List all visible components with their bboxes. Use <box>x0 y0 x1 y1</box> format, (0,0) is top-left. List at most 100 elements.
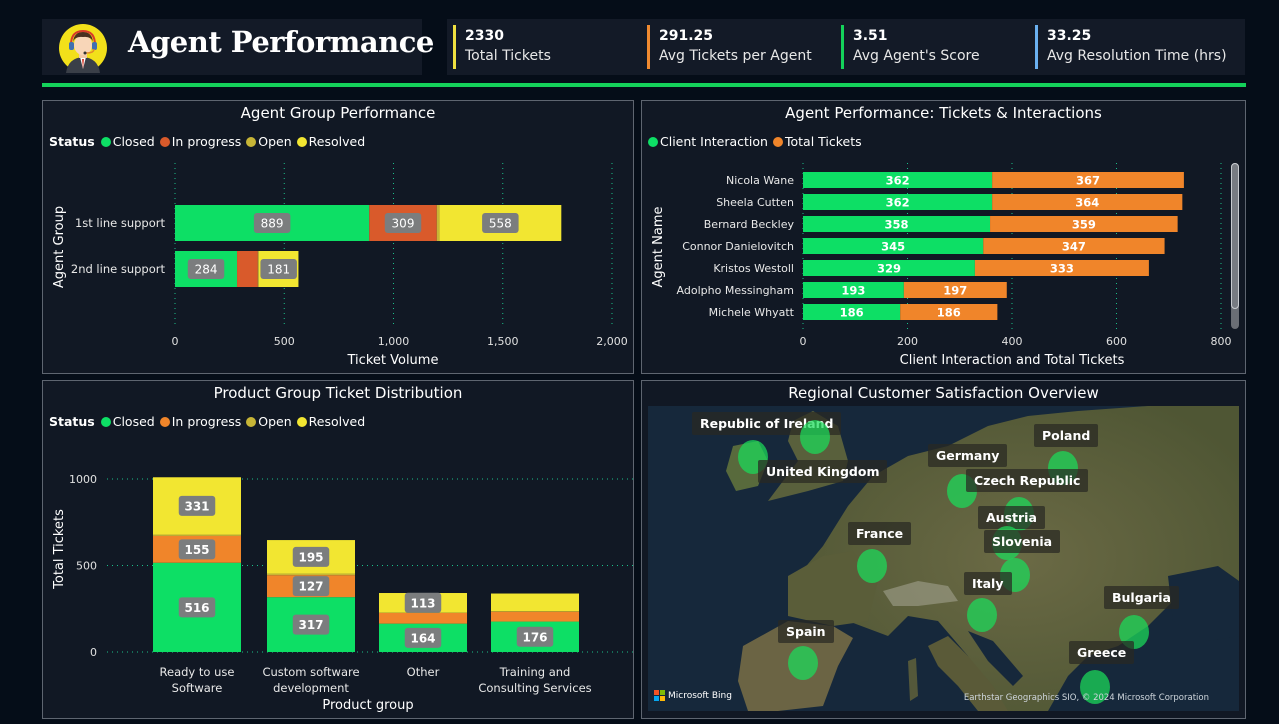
legend-dot <box>100 416 111 427</box>
data-label: 516 <box>184 601 209 615</box>
legend-dot <box>772 136 783 147</box>
data-label: 347 <box>1062 240 1086 254</box>
map-label-greece: Greece <box>1069 641 1135 664</box>
y-axis-title: Agent Group <box>52 206 67 288</box>
legend-item-total-tickets[interactable]: Total Tickets <box>772 134 862 149</box>
bar-segment-client-interaction <box>803 194 993 210</box>
data-label: 127 <box>298 580 323 594</box>
satellite-map[interactable]: Republic of Ireland United Kingdom Germa… <box>648 406 1239 711</box>
legend-label: Open <box>258 134 292 149</box>
map-label-italy: Italy <box>964 572 1012 595</box>
kpi-accent-bar <box>1035 25 1038 69</box>
map-label-spain: Spain <box>778 620 834 643</box>
data-label: 358 <box>885 218 909 232</box>
data-label-box <box>178 495 216 516</box>
x-tick-label: 1,000 <box>378 335 410 348</box>
legend-dot <box>159 136 170 147</box>
map-label-austria: Austria <box>978 506 1045 529</box>
data-label: 367 <box>1076 174 1100 188</box>
data-label: 186 <box>840 306 864 320</box>
legend-item-open[interactable]: Open <box>246 134 292 149</box>
bar-segment-client-interaction <box>803 282 904 298</box>
x-tick-label: Custom software <box>262 665 359 679</box>
kpi-label: Avg Resolution Time (hrs) <box>1047 48 1227 64</box>
x-tick-label: development <box>273 681 349 695</box>
data-label: 364 <box>1075 196 1099 210</box>
map-bubble-united-kingdom[interactable] <box>800 420 830 454</box>
x-tick-label: Training and <box>499 665 571 679</box>
scrollbar[interactable] <box>1231 163 1239 329</box>
legend-item-resolved[interactable]: Resolved <box>296 414 365 429</box>
legend-dot <box>296 136 307 147</box>
agent-tickets-panel[interactable]: Agent Performance: Tickets & Interaction… <box>641 100 1246 374</box>
x-tick-label: 400 <box>1002 335 1023 348</box>
y-tick-label: 2nd line support <box>71 262 166 276</box>
legend-item-closed[interactable]: Closed <box>100 414 155 429</box>
chart-legend: Status Closed In progress Open Resolved <box>49 414 370 429</box>
bar-segment-open <box>436 205 440 241</box>
bar-segment-client-interaction <box>803 216 991 232</box>
data-label: 317 <box>298 618 323 632</box>
x-tick-label: 0 <box>800 335 807 348</box>
bar-segment-in-progress <box>237 251 258 287</box>
x-tick-label: 200 <box>897 335 918 348</box>
legend-item-open[interactable]: Open <box>246 414 292 429</box>
map-label-slovenia: Slovenia <box>984 530 1061 553</box>
data-label: 331 <box>184 499 209 513</box>
page-title: Agent Performance <box>128 25 434 59</box>
legend-label: Closed <box>112 134 155 149</box>
legend-item-resolved[interactable]: Resolved <box>296 134 366 149</box>
chart-legend: Client Interaction Total Tickets <box>648 134 867 149</box>
map-bubble-france[interactable] <box>857 549 887 583</box>
data-label: 197 <box>943 284 967 298</box>
y-tick-label: 1000 <box>69 473 97 486</box>
x-axis-title: Client Interaction and Total Tickets <box>900 353 1125 368</box>
product-group-panel[interactable]: Product Group Ticket Distribution Status… <box>42 380 634 719</box>
map-label-czech-republic: Czech Republic <box>966 469 1089 492</box>
legend-item-client-interaction[interactable]: Client Interaction <box>648 134 768 149</box>
map-label-bulgaria: Bulgaria <box>1104 586 1179 609</box>
chart-legend: Status Closed In progress Open Resolved <box>49 134 370 149</box>
data-label: 193 <box>841 284 865 298</box>
kpi-value: 3.51 <box>853 28 888 44</box>
data-label-box <box>404 592 442 613</box>
agent-group-panel[interactable]: Agent Group Performance Status Closed In… <box>42 100 634 374</box>
data-label: 164 <box>410 631 435 645</box>
bar-segment-total-tickets <box>900 304 998 320</box>
bing-attribution[interactable]: Microsoft Bing <box>654 690 732 701</box>
y-tick-label: 0 <box>90 646 97 659</box>
legend-item-in-progress[interactable]: In progress <box>159 414 241 429</box>
chart-title: Regional Customer Satisfaction Overview <box>788 384 1099 402</box>
kpi-label: Total Tickets <box>465 48 551 64</box>
bar-segment-open <box>153 534 241 536</box>
scrollbar-thumb[interactable] <box>1231 163 1239 309</box>
x-tick-label: Ready to use <box>160 665 235 679</box>
legend-title: Status <box>49 134 95 149</box>
data-label: 309 <box>392 217 415 231</box>
data-label: 176 <box>522 630 547 644</box>
kpi-value: 2330 <box>465 28 504 44</box>
bar-segment-client-interaction <box>803 260 975 276</box>
bar-segment-total-tickets <box>992 194 1183 210</box>
legend-label: Total Tickets <box>784 134 862 149</box>
legend-item-in-progress[interactable]: In progress <box>159 134 241 149</box>
y-tick-label: Connor Danielovitch <box>682 240 794 253</box>
map-bubble-greece[interactable] <box>1080 670 1110 704</box>
map-bubble-spain[interactable] <box>788 646 818 680</box>
legend-dot <box>246 416 257 427</box>
data-label-box <box>384 213 422 233</box>
legend-item-closed[interactable]: Closed <box>100 134 155 149</box>
bar-segment-total-tickets <box>903 282 1007 298</box>
kpi-label: Avg Agent's Score <box>853 48 980 64</box>
legend-title: Status <box>49 414 95 429</box>
x-tick-label: 1,500 <box>487 335 519 348</box>
bar-segment-in-progress <box>379 612 467 624</box>
x-axis-title: Product group <box>322 698 413 713</box>
data-label-box <box>253 213 291 233</box>
legend-dot <box>159 416 170 427</box>
kpi-accent-bar <box>841 25 844 69</box>
map-bubble-italy[interactable] <box>967 598 997 632</box>
legend-label: Resolved <box>308 134 366 149</box>
chart-title: Agent Group Performance <box>240 104 436 122</box>
map-panel[interactable]: Regional Customer Satisfaction Overview <box>641 380 1246 719</box>
